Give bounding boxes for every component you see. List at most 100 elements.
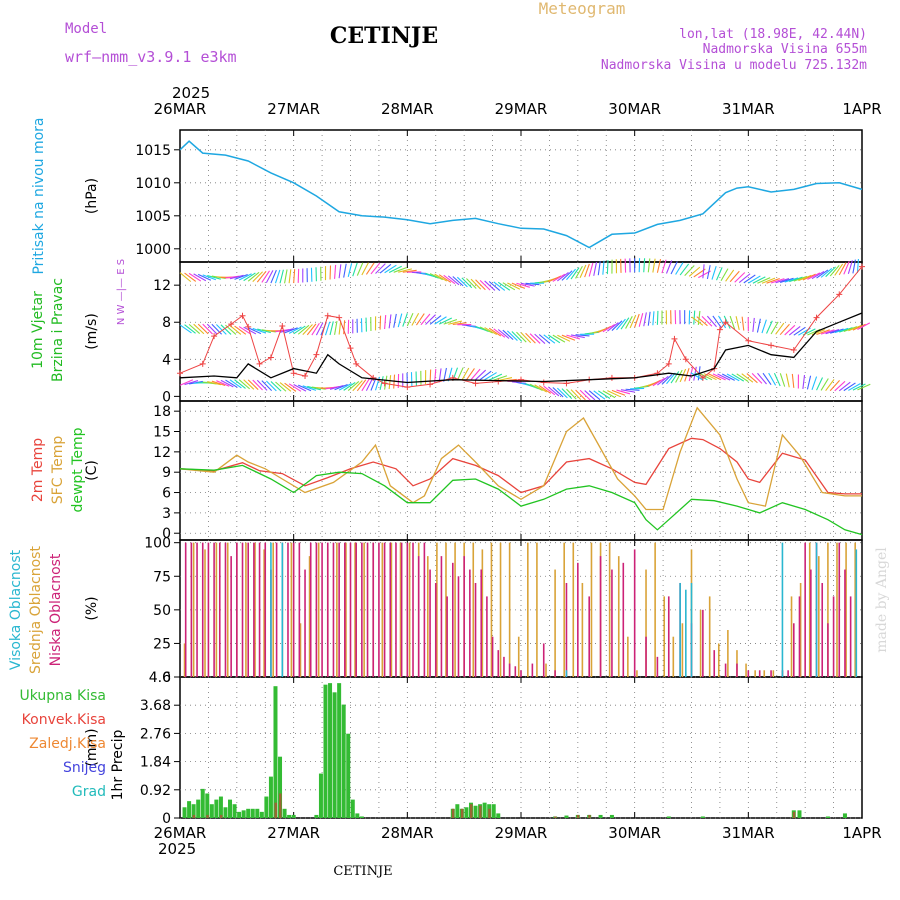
wind-speed-point — [313, 351, 320, 358]
wind-axis-label-1: 10m Vjetar — [30, 291, 46, 369]
wind-speed-point — [211, 333, 218, 340]
day-label-top: 29MAR — [495, 100, 548, 118]
wind-arrow — [702, 264, 705, 279]
wind-arrow — [779, 323, 790, 336]
year-top: 2025 — [172, 84, 210, 102]
wind-arrow — [275, 381, 287, 392]
wind-arrow — [384, 314, 387, 330]
precip-bar — [598, 814, 603, 818]
wind-arrow — [829, 380, 841, 392]
wind-arrow — [352, 262, 358, 277]
wind-arrow — [743, 274, 756, 284]
wind-arrow — [238, 379, 251, 390]
wind-arrow — [425, 272, 439, 279]
y-tick-label: 0 — [162, 526, 171, 542]
day-label-bottom: 31MAR — [722, 824, 775, 842]
wind-arrow — [620, 317, 630, 330]
wind-arrow — [265, 270, 274, 284]
wind-arrow — [616, 318, 626, 331]
wind-arrow — [652, 311, 655, 326]
wind-speed-point — [671, 335, 678, 342]
precip-bar — [237, 811, 242, 818]
wind-arrow — [575, 265, 583, 279]
wind-speed-point — [768, 342, 775, 349]
y-tick-label: 50 — [153, 603, 171, 619]
wind-arrow — [579, 389, 591, 401]
precip-bar — [842, 813, 847, 818]
wind-arrow — [343, 381, 356, 391]
wind-arrow — [665, 260, 673, 274]
wind-arrow — [338, 264, 342, 279]
wind-arrow — [284, 382, 297, 392]
precip-bar — [473, 805, 478, 818]
wind-arrow — [570, 334, 585, 339]
wind-speed-point — [336, 314, 343, 321]
y-tick-label: 0.92 — [140, 783, 171, 799]
wind-arrow — [193, 323, 205, 335]
wind-speed-point — [199, 360, 206, 367]
wind-arrow — [693, 366, 697, 381]
wind-arrow — [229, 274, 244, 280]
wind-arrow — [648, 379, 662, 387]
conv-precip-bar — [576, 814, 580, 818]
precip-bar — [264, 796, 269, 818]
unit-label: (%) — [84, 596, 100, 620]
wind-speed-point — [324, 312, 331, 319]
wind-arrow — [691, 316, 704, 326]
wind-arrow — [768, 372, 777, 386]
wind-arrow — [688, 367, 694, 382]
wind-arrow — [493, 281, 506, 291]
wind-arrow — [652, 377, 665, 387]
wind-arrow — [816, 269, 829, 279]
wind-speed-point — [302, 372, 309, 379]
wind-arrow — [393, 313, 397, 328]
precip-bar — [482, 802, 487, 818]
wind-arrow — [470, 278, 482, 290]
precip-bar — [291, 814, 296, 818]
wind-speed-point — [228, 321, 235, 328]
conv-precip-bar — [488, 808, 491, 818]
wind-arrow — [579, 264, 587, 279]
wind-arrow — [534, 384, 547, 393]
wind-arrow — [701, 315, 713, 327]
wind-arrow — [656, 259, 662, 273]
wind-arrow — [561, 270, 573, 281]
precip-bar — [700, 816, 705, 818]
year-bottom: 2025 — [158, 840, 196, 858]
wind-arrow — [529, 333, 541, 344]
wind-arrow — [548, 275, 562, 283]
wind-arrow — [443, 318, 458, 325]
precip-bar — [273, 686, 278, 818]
wind-arrow — [525, 282, 540, 286]
precip-legend-item: Konvek.Kisa — [22, 712, 106, 728]
wind-arrow — [748, 275, 761, 284]
cloud-axis-label: Niska Oblacnost — [48, 553, 64, 666]
wind-arrow — [234, 325, 247, 335]
wind-arrow — [516, 282, 531, 288]
wind-arrow — [839, 327, 853, 333]
wind-arrow — [447, 275, 460, 286]
pressure-line — [179, 140, 863, 249]
wind-arrow — [257, 328, 271, 334]
wind-arrow — [652, 258, 656, 273]
wind-arrow — [584, 390, 596, 401]
conv-precip-bar — [588, 814, 591, 818]
wind-arrow — [438, 317, 453, 325]
wind-arrow — [179, 272, 192, 283]
wind-speed-point — [381, 380, 388, 387]
wind-arrow — [734, 272, 746, 283]
precip-bar — [318, 773, 323, 818]
wind-arrow — [793, 326, 806, 336]
y-tick-label: 4 — [162, 352, 171, 368]
wind-arrow — [779, 373, 786, 387]
wind-arrow — [425, 314, 436, 325]
wind-speed-point — [608, 374, 615, 381]
wind-arrow — [857, 322, 871, 330]
wind-arrow — [465, 368, 475, 381]
wind-arrow — [493, 375, 508, 381]
wind-speed-point — [699, 374, 706, 381]
wind-arrow — [388, 265, 402, 273]
wind-arrow — [738, 273, 751, 284]
wind-arrow — [802, 273, 816, 281]
wind-arrow — [329, 321, 334, 336]
